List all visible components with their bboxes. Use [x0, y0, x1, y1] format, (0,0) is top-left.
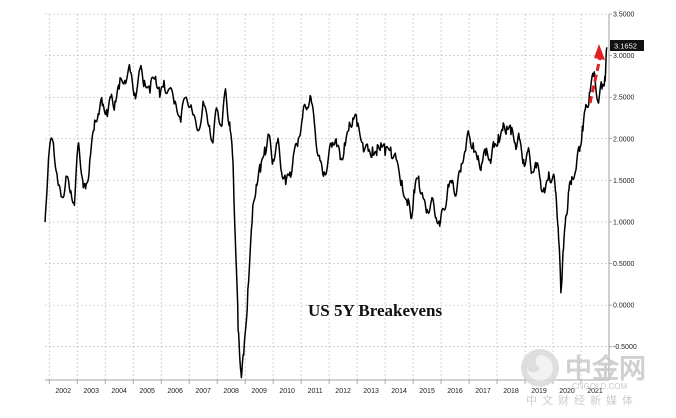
y-tick-label: 2.5000: [613, 95, 635, 102]
y-tick-label: 1.0000: [613, 219, 635, 226]
x-tick-label: 2016: [447, 388, 463, 395]
y-tick-label: 3.5000: [613, 12, 635, 19]
x-tick-label: 2007: [195, 388, 211, 395]
series-layer: [44, 47, 608, 379]
x-tick-label: 2020: [559, 388, 575, 395]
y-tick-label: 0.0000: [613, 303, 635, 310]
last-value-badge: 3.1652: [610, 40, 644, 51]
x-tick-label: 2011: [308, 388, 323, 395]
x-tick-label: 2021: [587, 388, 603, 395]
x-axis-labels: 2002 2003 2004 2005 2006 2007 2008 2009 2010 2011…: [55, 388, 602, 395]
x-tick-label: 2018: [503, 388, 519, 395]
x-tick-label: 2015: [419, 388, 435, 395]
gridlines: [45, 13, 612, 384]
watermark-subtitle: 中文财经新媒体: [526, 393, 638, 407]
y-tick-label: 3.0000: [613, 53, 635, 60]
x-tick-label: 2017: [475, 388, 491, 395]
y-tick-label: 0.5000: [613, 261, 635, 268]
series-line: [44, 47, 608, 379]
last-value-label: 3.1652: [614, 42, 637, 51]
x-tick-label: 2003: [83, 388, 99, 395]
y-tick-label: -0.5000: [613, 344, 637, 351]
x-tick-label: 2004: [111, 388, 127, 395]
x-tick-label: 2006: [167, 388, 183, 395]
watermark-brand: 中金网: [565, 353, 646, 385]
x-tick-label: 2009: [251, 388, 267, 395]
x-tick-label: 2019: [531, 388, 547, 395]
watermark-url: CNGOLD.COM: [572, 382, 627, 391]
x-tick-label: 2005: [139, 388, 155, 395]
red-arrow-annotation: [588, 44, 605, 104]
chart-title: US 5Y Breakevens: [308, 301, 443, 320]
y-axis-labels: -0.5000 0.0000 0.5000 1.0000 1.5000 2.0000 2.5…: [613, 12, 637, 352]
x-tick-label: 2008: [223, 388, 239, 395]
watermark: 中金网 CNGOLD.COM 中文财经新媒体: [521, 349, 646, 407]
x-tick-label: 2012: [335, 388, 351, 395]
x-tick-label: 2014: [391, 388, 407, 395]
y-tick-label: 1.5000: [613, 178, 635, 185]
x-tick-label: 2010: [279, 388, 295, 395]
x-tick-label: 2013: [363, 388, 379, 395]
x-tick-label: 2002: [55, 388, 71, 395]
y-tick-label: 2.0000: [613, 136, 635, 143]
